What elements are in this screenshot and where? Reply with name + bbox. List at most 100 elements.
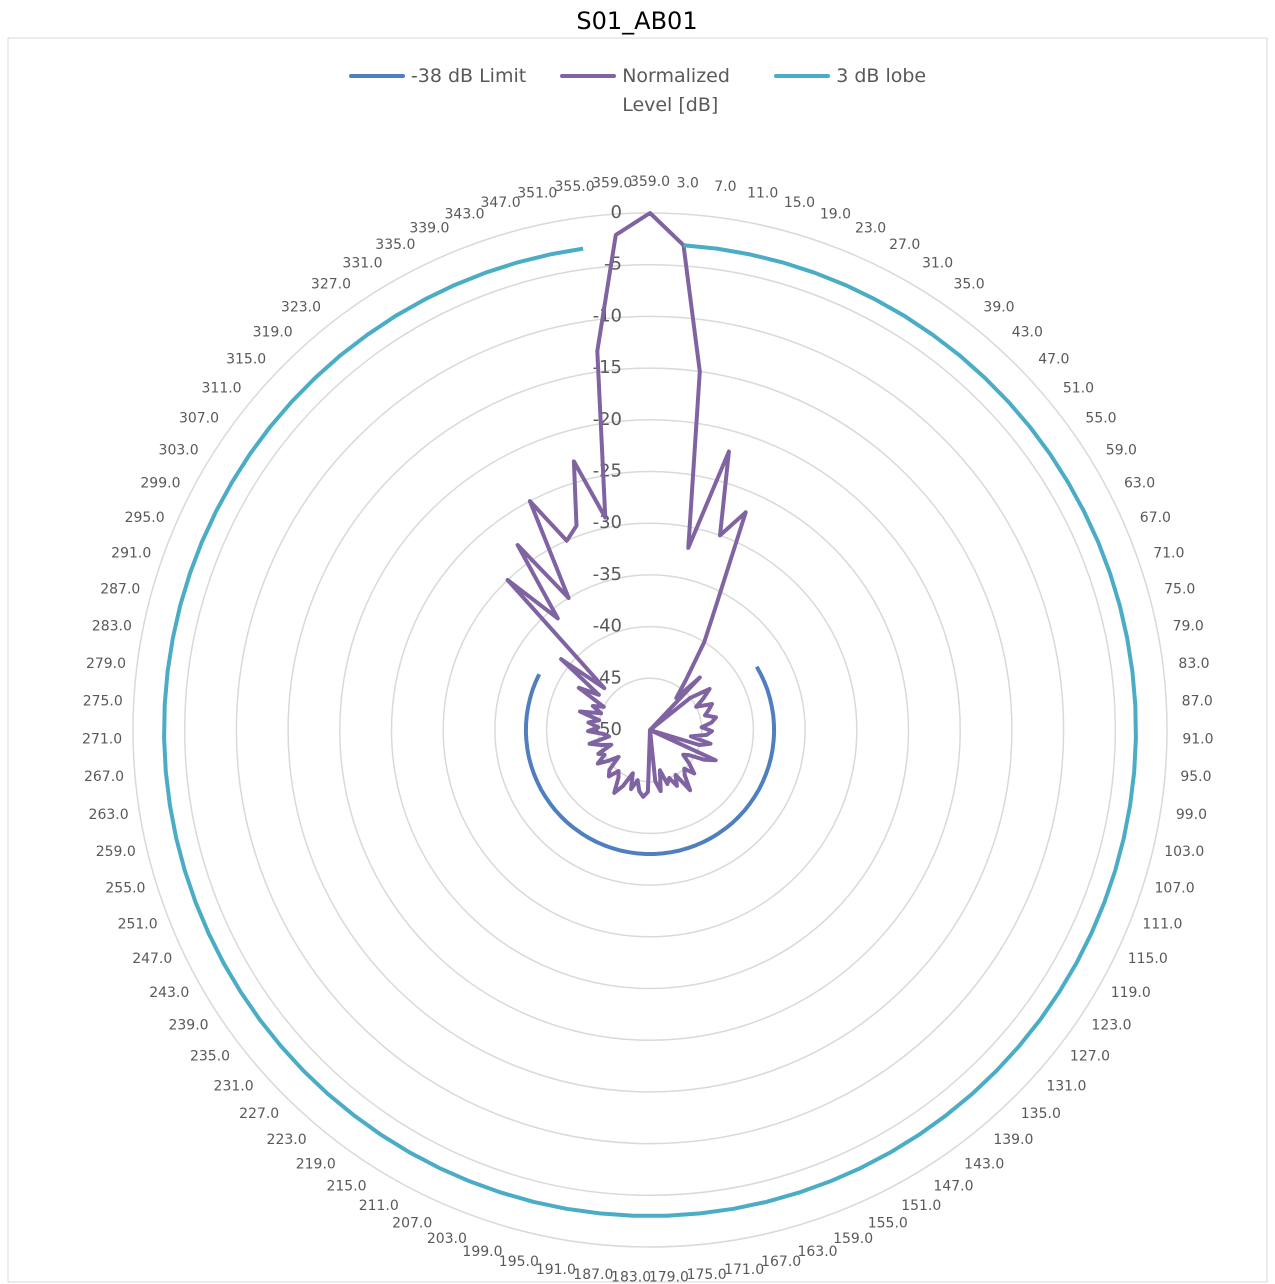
category-label: 91.0 <box>1182 731 1213 747</box>
r-tick-label: -10 <box>593 305 622 326</box>
category-label: 319.0 <box>253 325 293 341</box>
category-label: 279.0 <box>86 656 126 672</box>
category-label: 263.0 <box>89 807 129 823</box>
category-label: 163.0 <box>797 1244 837 1260</box>
r-tick-label: -30 <box>593 512 622 533</box>
category-label: 131.0 <box>1046 1078 1086 1094</box>
category-label: 103.0 <box>1164 844 1204 860</box>
chart-title: S01_AB01 <box>576 7 697 35</box>
category-label: 7.0 <box>714 179 736 195</box>
category-label: 295.0 <box>125 510 165 526</box>
category-label: 15.0 <box>784 195 815 211</box>
category-label: 79.0 <box>1173 619 1204 635</box>
category-label: 55.0 <box>1085 411 1116 427</box>
category-label: 83.0 <box>1178 656 1209 672</box>
category-label: 27.0 <box>889 237 920 253</box>
r-tick-label: -35 <box>593 564 622 585</box>
legend-swatch <box>774 74 831 78</box>
series-line <box>523 665 777 856</box>
category-label: 323.0 <box>281 300 321 316</box>
category-label: 215.0 <box>326 1178 366 1194</box>
category-label: 71.0 <box>1153 545 1184 561</box>
category-label: 147.0 <box>933 1178 973 1194</box>
legend-item: -38 dB Limit <box>348 62 527 120</box>
legend-swatch <box>348 74 405 78</box>
category-label: 123.0 <box>1091 1018 1131 1034</box>
category-label: 87.0 <box>1182 694 1213 710</box>
category-label: 143.0 <box>964 1156 1004 1172</box>
category-label: 119.0 <box>1111 985 1151 1001</box>
category-label: 43.0 <box>1012 325 1043 341</box>
category-label: 51.0 <box>1063 380 1094 396</box>
category-label: 111.0 <box>1142 916 1182 932</box>
category-label: 343.0 <box>445 206 485 222</box>
series-line <box>162 243 1138 1218</box>
category-label: 315.0 <box>226 352 266 368</box>
category-label: 63.0 <box>1124 476 1155 492</box>
legend-label: Normalized Level [dB] <box>622 65 730 116</box>
category-label: 67.0 <box>1140 510 1171 526</box>
category-label: 291.0 <box>111 545 151 561</box>
category-label: 47.0 <box>1038 352 1069 368</box>
category-label: 335.0 <box>375 237 415 253</box>
category-label: 235.0 <box>190 1049 230 1065</box>
category-label: 139.0 <box>993 1132 1033 1148</box>
category-label: 31.0 <box>922 255 953 271</box>
category-label: 59.0 <box>1106 443 1137 459</box>
category-label: 11.0 <box>747 186 778 202</box>
category-label: 359.0 <box>630 174 670 190</box>
r-tick-label: -20 <box>593 409 622 430</box>
category-label: 35.0 <box>953 276 984 292</box>
category-label: 167.0 <box>761 1254 801 1270</box>
category-label: 183.0 <box>611 1270 651 1284</box>
grid-ring <box>339 419 961 1041</box>
category-label: 283.0 <box>92 619 132 635</box>
category-label: 311.0 <box>202 380 242 396</box>
category-label: 75.0 <box>1164 582 1195 598</box>
category-label: 219.0 <box>296 1156 336 1172</box>
category-label: 339.0 <box>409 220 449 236</box>
legend-item: Normalized Level [dB] <box>560 62 740 120</box>
category-label: 187.0 <box>573 1267 613 1283</box>
grid-ring <box>494 574 806 886</box>
category-label: 159.0 <box>833 1231 873 1247</box>
category-label: 191.0 <box>536 1262 576 1278</box>
legend: -38 dB Limit Normalized Level [dB] 3 dB lo… <box>0 62 1275 120</box>
category-label: 19.0 <box>820 206 851 222</box>
category-label: 115.0 <box>1128 951 1168 967</box>
category-label: 3.0 <box>677 175 699 191</box>
grid-ring <box>183 263 1117 1197</box>
category-label: 223.0 <box>267 1132 307 1148</box>
grid-ring <box>442 522 858 938</box>
category-label: 347.0 <box>481 195 521 211</box>
category-label: 107.0 <box>1155 881 1195 897</box>
grid-ring <box>390 470 910 990</box>
grid-ring <box>235 315 1065 1145</box>
category-label: 355.0 <box>555 179 595 195</box>
r-tick-label: 0 <box>611 202 622 223</box>
category-label: 255.0 <box>105 881 145 897</box>
category-label: 303.0 <box>159 443 199 459</box>
series-line <box>505 211 748 799</box>
category-label: 239.0 <box>168 1018 208 1034</box>
category-label: 307.0 <box>179 411 219 427</box>
category-label: 299.0 <box>140 476 180 492</box>
category-label: 179.0 <box>649 1270 689 1284</box>
r-tick-label: -25 <box>593 461 622 482</box>
category-label: 95.0 <box>1180 769 1211 785</box>
category-label: 227.0 <box>239 1106 279 1122</box>
category-label: 271.0 <box>82 731 122 747</box>
category-label: 155.0 <box>868 1216 908 1232</box>
category-label: 351.0 <box>517 186 557 202</box>
category-label: 251.0 <box>118 916 158 932</box>
category-label: 287.0 <box>100 582 140 598</box>
legend-label: -38 dB Limit <box>410 65 527 87</box>
category-label: 151.0 <box>901 1198 941 1214</box>
category-label: 231.0 <box>214 1078 254 1094</box>
r-tick-label: -40 <box>593 616 622 637</box>
category-label: 267.0 <box>84 769 124 785</box>
category-label: 99.0 <box>1176 807 1207 823</box>
category-label: 211.0 <box>359 1198 399 1214</box>
